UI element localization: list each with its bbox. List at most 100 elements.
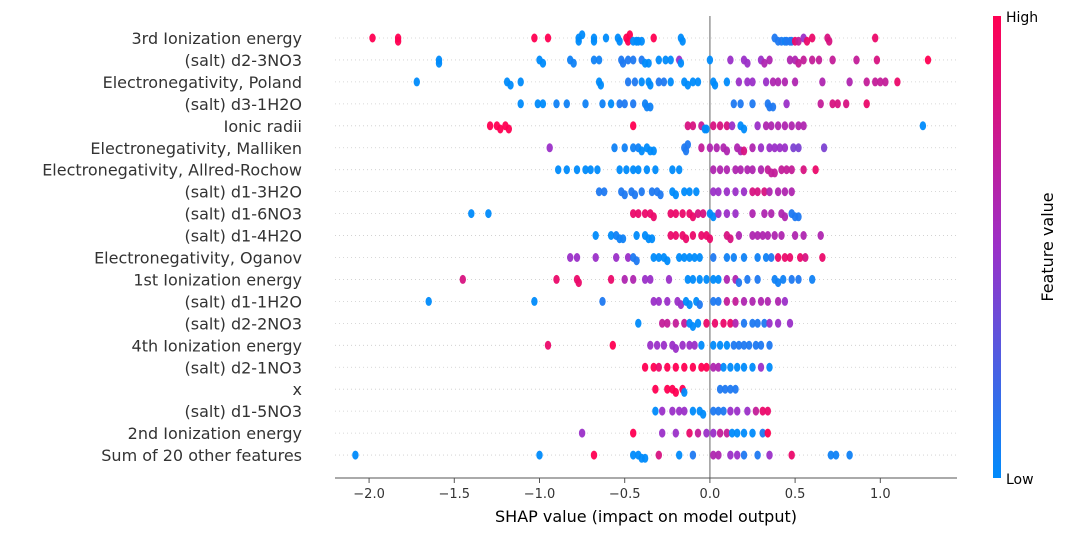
shap-point (544, 33, 552, 43)
x-axis-ticks: −2.0 −1.5 −1.0 −0.5 0.0 0.5 1.0 (353, 478, 891, 502)
shap-point (846, 77, 853, 87)
shap-point (665, 274, 673, 284)
shap-point (635, 209, 642, 219)
shap-point (819, 77, 826, 87)
shap-point (582, 99, 589, 109)
shap-point (621, 190, 628, 200)
shap-point (761, 58, 768, 68)
shap-point (783, 99, 790, 109)
shap-point (667, 209, 674, 219)
shap-point (650, 296, 657, 306)
shap-point (716, 384, 724, 394)
shap-point (815, 55, 823, 65)
shap-point (774, 278, 782, 288)
shap-point (633, 256, 640, 266)
shap-point (602, 33, 610, 43)
shap-point (601, 187, 608, 197)
shap-point (711, 80, 719, 90)
shap-point (706, 234, 714, 244)
shap-point (740, 296, 748, 306)
shap-point (716, 165, 724, 175)
shap-point (686, 300, 693, 310)
shap-point (715, 209, 722, 219)
shap-point (791, 231, 799, 240)
shap-point (706, 143, 714, 153)
shap-point (754, 274, 761, 284)
shap-point (894, 77, 901, 87)
shap-point (766, 450, 773, 460)
shap-point (790, 143, 797, 153)
shap-point (766, 362, 773, 372)
shap-point (754, 187, 761, 197)
x-tick-label: 1.0 (870, 487, 891, 502)
shap-point (774, 318, 782, 328)
shap-point (715, 274, 722, 284)
shap-point (468, 209, 475, 219)
shap-point (694, 209, 702, 219)
shap-point (795, 121, 802, 131)
shap-point (694, 77, 702, 87)
shap-point (740, 146, 748, 156)
shap-point (783, 165, 790, 175)
shap-point (630, 165, 637, 175)
shap-points (352, 30, 932, 463)
shap-point (691, 340, 698, 350)
shap-point (819, 253, 826, 262)
shap-point (686, 253, 693, 262)
shap-point (749, 318, 756, 328)
shap-point (553, 99, 560, 109)
shap-point (722, 384, 729, 394)
shap-point (788, 274, 795, 284)
shap-point (788, 165, 795, 175)
shap-point (659, 318, 666, 328)
shap-point (681, 406, 688, 416)
shap-point (853, 55, 860, 65)
shap-point (689, 121, 697, 131)
shap-point (740, 187, 748, 197)
shap-point (781, 212, 789, 222)
shap-point (764, 231, 771, 240)
shap-point (676, 450, 683, 460)
shap-point (699, 409, 707, 419)
shap-point (630, 121, 637, 131)
shap-point (567, 253, 574, 262)
shap-point (710, 296, 717, 306)
shap-point (694, 318, 702, 328)
shap-point (691, 253, 698, 262)
shap-point (650, 253, 657, 262)
shap-point (641, 453, 649, 463)
shap-point (720, 406, 727, 416)
shap-point (425, 296, 432, 306)
shap-point (727, 55, 734, 65)
shap-point (681, 387, 688, 397)
shap-point (664, 384, 671, 394)
shap-point (749, 187, 756, 197)
shap-point (655, 77, 662, 87)
shap-point (766, 318, 773, 328)
shap-point (693, 187, 700, 197)
shap-point (630, 55, 637, 65)
shap-point (655, 450, 662, 460)
shap-point (716, 340, 724, 350)
shap-point (352, 450, 359, 460)
shap-point (774, 253, 782, 262)
shap-point (749, 165, 756, 175)
shap-point (812, 165, 819, 175)
shap-point (754, 318, 761, 328)
shap-point (706, 55, 714, 65)
shap-point (655, 296, 662, 306)
shap-point (749, 296, 756, 306)
shap-point (829, 99, 836, 109)
shap-point (664, 256, 671, 266)
shap-point (689, 274, 697, 284)
shap-point (623, 165, 630, 175)
shap-point (638, 77, 645, 87)
shap-point (679, 36, 686, 46)
feature-label: (salt) d1-5NO3 (185, 402, 302, 421)
shap-point (727, 450, 734, 460)
shap-point (774, 121, 782, 131)
shap-point (638, 187, 645, 197)
shap-point (582, 165, 589, 175)
shap-point (872, 33, 879, 43)
shap-point (647, 340, 654, 350)
